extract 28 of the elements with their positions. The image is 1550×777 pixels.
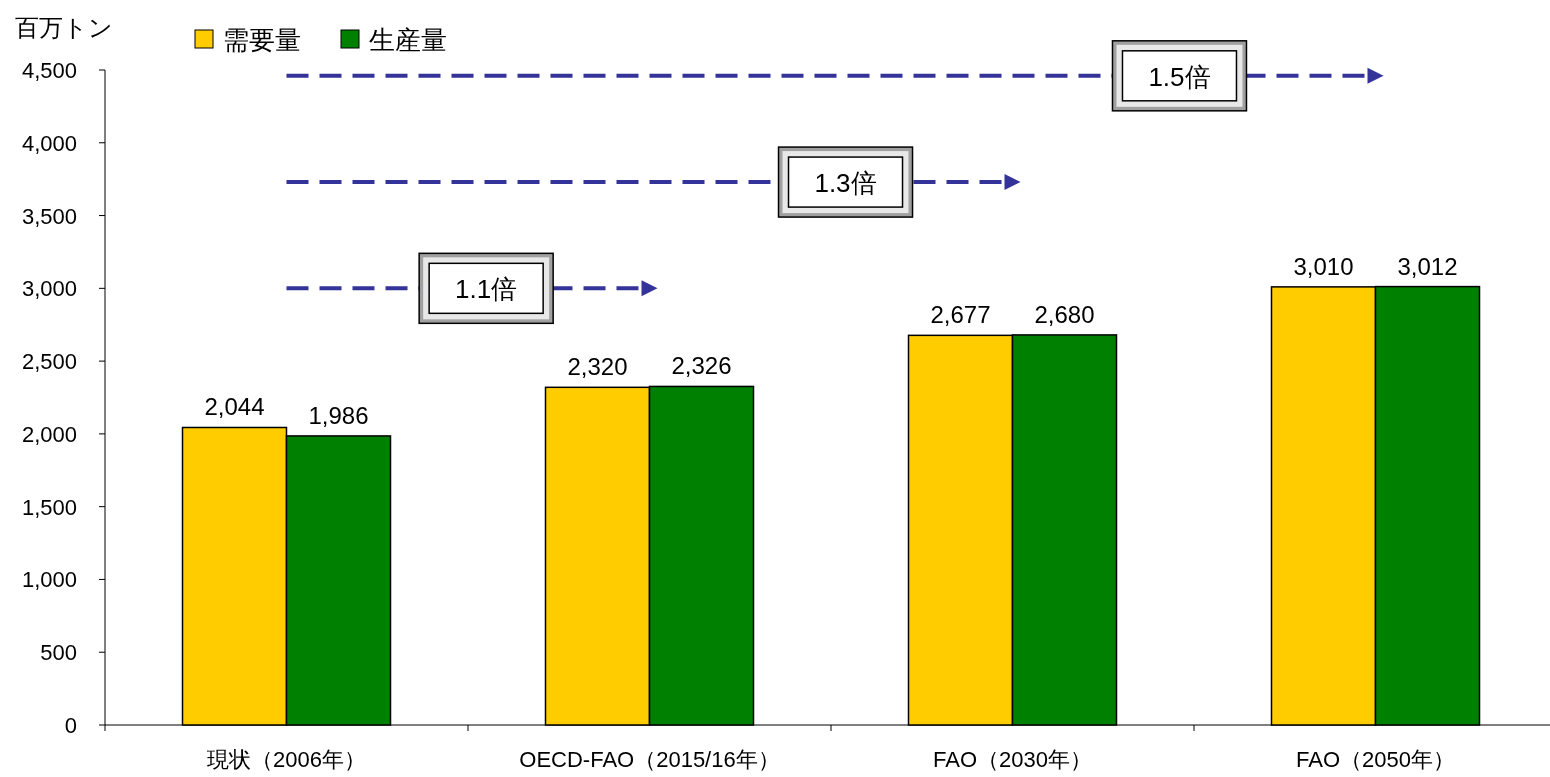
y-tick-label: 4,000	[21, 130, 77, 156]
x-tick-label: FAO（2030年）	[933, 747, 1092, 772]
data-label: 2,677	[930, 301, 991, 329]
legend-label: 生産量	[369, 25, 447, 55]
legend-label: 需要量	[223, 25, 301, 55]
y-tick-label: 3,000	[21, 276, 77, 302]
y-tick-label: 1,000	[21, 567, 77, 593]
data-label: 3,010	[1293, 252, 1354, 280]
y-tick-label: 1,500	[21, 494, 77, 520]
y-tick-label: 2,000	[21, 421, 77, 447]
data-label: 2,326	[671, 352, 732, 380]
y-tick-label: 4,500	[21, 58, 77, 83]
y-axis-title: 百万トン	[15, 14, 113, 41]
x-tick-label: 現状（2006年）	[207, 747, 366, 772]
y-tick-label: 3,500	[21, 203, 77, 229]
data-label: 1,986	[308, 401, 369, 429]
data-label: 2,680	[1034, 300, 1095, 328]
data-label: 2,044	[204, 393, 265, 421]
data-label: 2,320	[567, 353, 628, 381]
annotation: 1.5倍	[1148, 61, 1211, 92]
x-tick-label: OECD-FAO（2015/16年）	[519, 747, 780, 772]
y-tick-label: 500	[40, 640, 77, 666]
data-label: 3,012	[1397, 252, 1458, 280]
annotation: 1.1倍	[455, 274, 518, 305]
y-tick-label: 0	[64, 713, 77, 738]
annotation: 1.3倍	[814, 168, 877, 199]
x-tick-label: FAO（2050年）	[1296, 747, 1455, 772]
y-tick-label: 2,500	[21, 349, 77, 375]
